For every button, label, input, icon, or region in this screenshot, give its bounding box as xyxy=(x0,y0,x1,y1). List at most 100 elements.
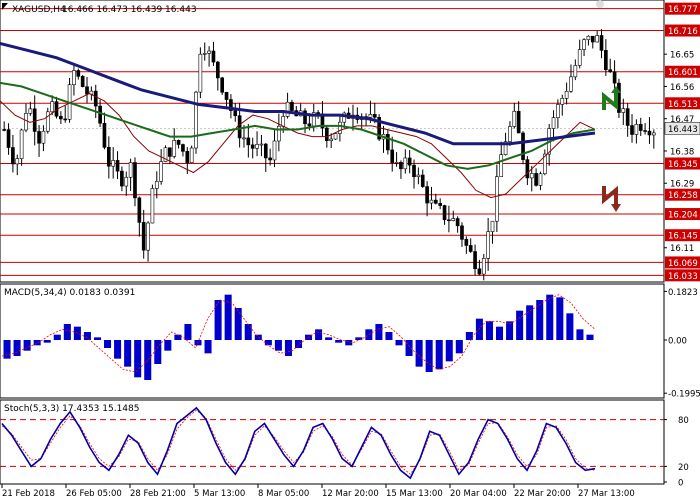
macd-bar xyxy=(475,318,483,340)
level-label-box xyxy=(665,208,700,221)
macd-bar xyxy=(33,340,41,346)
candle-body xyxy=(564,91,569,99)
candle-body xyxy=(163,147,168,162)
macd-bar xyxy=(124,340,132,367)
candle-body xyxy=(460,225,464,240)
macd-bar xyxy=(254,334,262,340)
candle-body xyxy=(19,129,24,159)
candle-body xyxy=(638,123,643,131)
candle-body xyxy=(303,110,307,125)
candle-body xyxy=(499,154,504,178)
macd-panel xyxy=(0,283,665,399)
candle-body xyxy=(72,70,76,86)
macd-bar xyxy=(395,340,403,346)
macd-bar xyxy=(485,321,493,340)
level-label-box xyxy=(665,157,700,170)
candle-body xyxy=(224,91,229,100)
time-tick-label: 22 Mar 20:00 xyxy=(514,489,571,499)
price-tick-label: 16.204 xyxy=(668,211,698,221)
current-price-box xyxy=(664,122,700,135)
candle-body xyxy=(272,140,277,161)
macd-bar xyxy=(104,340,112,348)
macd-bar xyxy=(415,340,423,367)
price-tick-label: 16.38 xyxy=(670,147,694,157)
time-tick-label: 20 Mar 04:00 xyxy=(450,489,507,499)
candle-body xyxy=(647,130,652,136)
macd-bar xyxy=(114,340,122,359)
stoch-title: Stoch(5,3,3) 17.4353 15.1485 xyxy=(4,404,139,414)
candle-body xyxy=(412,164,416,178)
candle-body xyxy=(651,132,656,136)
price-tick-label: 16.47 xyxy=(670,115,694,125)
candle-body xyxy=(521,132,525,160)
candle-body xyxy=(50,101,54,113)
price-candles xyxy=(2,29,656,281)
candle-body xyxy=(542,153,547,175)
candle-body xyxy=(115,160,120,172)
macd-bar xyxy=(586,334,594,340)
macd-bar xyxy=(214,300,222,340)
macd-bar xyxy=(144,340,152,380)
candle-body xyxy=(643,130,647,132)
candle-body xyxy=(495,176,499,222)
macd-bar xyxy=(134,340,142,378)
macd-bar xyxy=(465,332,473,340)
candle-body xyxy=(590,35,595,43)
macd-bar xyxy=(93,337,102,340)
candle-body xyxy=(102,122,107,148)
candle-body xyxy=(595,35,599,43)
current-price-label: 16.443 xyxy=(668,125,698,135)
macd-bar xyxy=(13,340,21,356)
macd-bar xyxy=(355,337,363,340)
price-tick-label: 16.777 xyxy=(668,5,698,15)
chart-symbol: XAGUSD,H4 xyxy=(12,5,66,15)
candle-body xyxy=(28,108,33,114)
candle-body xyxy=(407,157,412,166)
macd-tick-label: 0.1823 xyxy=(668,288,698,298)
moving-averages xyxy=(0,41,596,199)
price-axis: 16.77716.71616.6516.60116.5616.51316.471… xyxy=(664,2,700,282)
candle-body xyxy=(451,218,456,221)
candle-body xyxy=(93,90,98,107)
candle-body xyxy=(573,65,578,78)
candle-body xyxy=(281,116,286,127)
macd-bar xyxy=(546,294,554,340)
macd-bar xyxy=(405,340,413,356)
stoch-tick-label: 80 xyxy=(678,416,689,426)
price-panel xyxy=(0,0,665,283)
macd-bar xyxy=(375,324,383,340)
candle-body xyxy=(438,202,443,206)
candle-body xyxy=(447,219,451,222)
candle-body xyxy=(250,144,255,149)
macd-bar xyxy=(566,313,574,340)
candle-body xyxy=(420,174,425,187)
candle-body xyxy=(63,118,68,121)
price-tick-label: 16.258 xyxy=(668,191,698,201)
price-tick-label: 16.65 xyxy=(670,51,694,61)
candle-body xyxy=(237,115,242,139)
candle-body xyxy=(215,61,220,79)
macd-bar xyxy=(315,329,323,340)
candle-body xyxy=(263,143,268,159)
macd-bar xyxy=(526,305,534,340)
time-axis: 21 Feb 2018 26 Feb 05:00 28 Feb 21:00 5 Mar… xyxy=(1,484,635,499)
time-tick-label: 5 Mar 13:00 xyxy=(194,489,245,499)
candle-body xyxy=(233,110,238,117)
candle-body xyxy=(98,105,102,124)
macd-bar xyxy=(284,340,292,356)
candle-body xyxy=(211,50,216,63)
macd-bar xyxy=(43,340,51,343)
macd-bar xyxy=(53,334,61,340)
candle-body xyxy=(329,138,334,141)
candle-body xyxy=(11,147,15,165)
candle-body xyxy=(45,111,50,132)
price-tick-label: 16.601 xyxy=(668,68,698,78)
candle-body xyxy=(150,188,155,224)
level-label-box xyxy=(665,188,700,201)
macd-bar xyxy=(435,340,443,370)
candle-body xyxy=(416,174,421,178)
macd-bar xyxy=(174,334,182,340)
settings-circle-icon xyxy=(596,0,604,8)
candle-body xyxy=(612,71,617,84)
macd-axis: 0.1823 0.00 -0.1995 xyxy=(664,288,700,400)
